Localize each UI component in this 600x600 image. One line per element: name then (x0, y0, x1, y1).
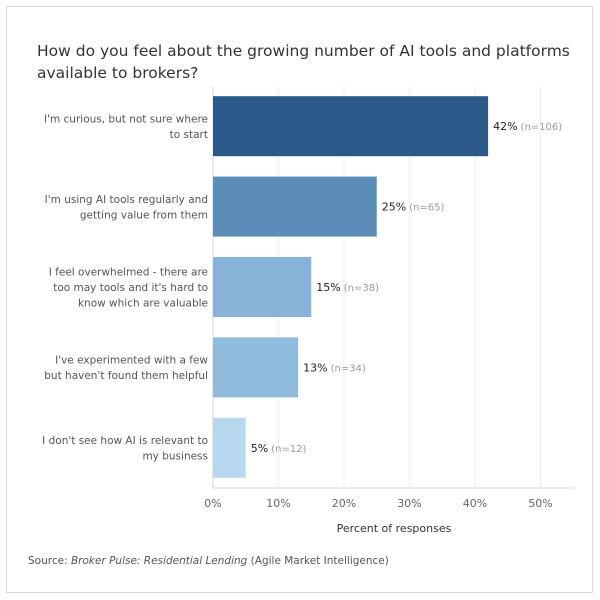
value-count: (n=38) (344, 283, 379, 294)
value-label-4: 5% (n=12) (251, 442, 307, 455)
bar-4 (213, 417, 246, 478)
category-label-3: I've experimented with a few but haven't … (44, 355, 208, 383)
x-tick-label-4: 40% (463, 497, 487, 510)
source-publication: Broker Pulse: Residential Lending (70, 555, 248, 567)
category-label-line: I'm using AI tools regularly and (45, 194, 208, 206)
value-percent: 5% (251, 442, 268, 455)
source-prefix: Source: (28, 555, 71, 567)
category-label-line: my business (142, 451, 208, 463)
x-tick-label-0: 0% (204, 497, 221, 510)
value-label-3: 13% (n=34) (303, 361, 366, 374)
chart-title: How do you feel about the growing number… (37, 42, 570, 82)
value-percent: 15% (316, 281, 340, 294)
value-label-2: 15% (n=38) (316, 281, 379, 294)
bar-3 (213, 337, 299, 398)
value-count: (n=12) (271, 444, 306, 455)
value-percent: 13% (303, 361, 327, 374)
value-count: (n=34) (331, 363, 366, 374)
x-axis-title: Percent of responses (337, 522, 452, 535)
bar-2 (213, 257, 312, 317)
x-tick-label-1: 10% (266, 497, 290, 510)
x-tick-label-2: 20% (332, 497, 356, 510)
category-label-1: I'm using AI tools regularly and getting … (45, 194, 208, 222)
category-label-line: but haven't found them helpful (44, 370, 208, 382)
value-count: (n=106) (521, 122, 563, 133)
category-label-line: I'm curious, but not sure where (44, 113, 208, 125)
bar-1 (213, 176, 377, 237)
source-suffix: (Agile Market Intelligence) (247, 555, 389, 567)
category-label-line: I don't see how AI is relevant to (42, 435, 208, 447)
value-percent: 25% (382, 201, 406, 214)
value-label-0: 42% (n=106) (493, 120, 562, 133)
category-label-line: know which are valuable (78, 298, 208, 310)
value-percent: 42% (493, 120, 517, 133)
category-label-0: I'm curious, but not sure where to start (44, 113, 208, 141)
value-count: (n=65) (409, 203, 444, 214)
category-label-4: I don't see how AI is relevant to my busi… (42, 435, 208, 463)
category-label-line: I've experimented with a few (55, 355, 208, 367)
bar-0 (213, 96, 489, 157)
category-label-line: I feel overwhelmed - there are (49, 267, 208, 279)
x-tick-label-3: 30% (397, 497, 421, 510)
category-label-line: to start (170, 129, 208, 141)
category-label-line: too may tools and it's hard to (53, 282, 208, 294)
x-tick-label-5: 50% (528, 497, 552, 510)
value-label-1: 25% (n=65) (382, 201, 445, 214)
category-label-line: getting value from them (80, 209, 208, 221)
source-note: Source: Broker Pulse: Residential Lendin… (28, 555, 389, 567)
category-label-2: I feel overwhelmed - there are too may to… (49, 267, 208, 310)
